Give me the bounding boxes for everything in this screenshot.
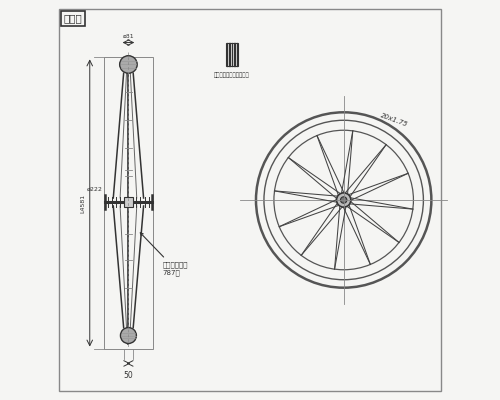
Text: ⌀31: ⌀31 — [122, 34, 134, 39]
Text: ø222: ø222 — [86, 187, 102, 192]
Circle shape — [120, 56, 137, 73]
Text: 50: 50 — [124, 371, 134, 380]
Circle shape — [340, 197, 347, 203]
Circle shape — [120, 328, 136, 344]
Bar — [226, 42, 238, 66]
Bar — [104, 56, 153, 350]
Text: 縮小図: 縮小図 — [63, 14, 82, 24]
Bar — [124, 197, 133, 207]
Text: タイヤトレッドパターン: タイヤトレッドパターン — [214, 72, 250, 78]
Text: L4581: L4581 — [80, 194, 85, 212]
Text: シャフト長さ
787㎜: シャフト長さ 787㎜ — [140, 233, 188, 276]
Circle shape — [336, 193, 351, 207]
Text: 20x1.75: 20x1.75 — [380, 112, 408, 128]
